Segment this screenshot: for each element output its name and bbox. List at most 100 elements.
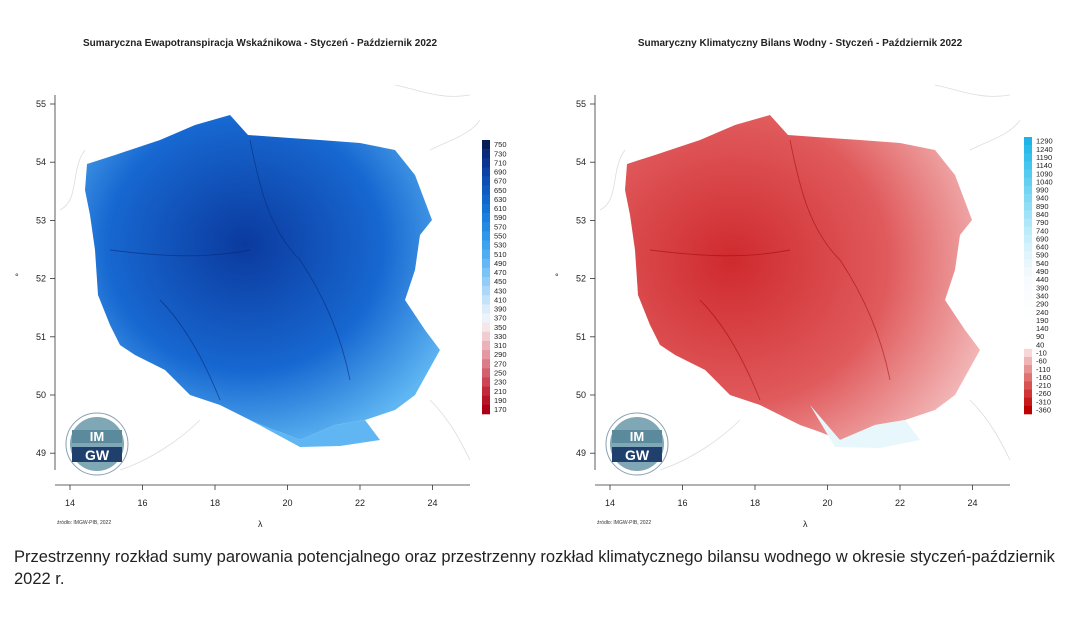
legend-swatch [1024,283,1032,293]
legend-swatch [1024,153,1032,162]
legend-label: 740 [1036,226,1049,235]
y-axis-ticks: 55 54 53 52 51 50 49 [36,99,55,458]
legend-swatch [482,203,490,214]
legend-label: -110 [1036,365,1050,374]
axes [54,95,470,486]
y-tick-label: 51 [576,332,586,342]
legend-swatch [1024,275,1032,284]
neighbour-borders [59,84,481,471]
legend-label: 370 [494,314,507,323]
legend-label: 490 [1036,267,1049,276]
legend-swatch [1024,267,1032,276]
mountains-region [810,405,920,448]
y-tick-label: 50 [36,390,46,400]
legend-label: 540 [1036,259,1049,268]
legend-swatch [482,140,490,150]
legend-label: 310 [494,341,507,350]
map-plot: 55 54 53 52 51 50 49 14 16 18 20 22 24 ° λ 75073071… [15,84,507,529]
legend-label: 990 [1036,186,1049,195]
legend-label: 640 [1036,243,1049,252]
legend-swatch [482,240,490,250]
x-axis-ticks: 14 16 18 20 22 24 [65,485,438,508]
y-tick-label: 54 [576,157,586,167]
mountains-region [250,420,380,447]
legend-swatch [482,222,490,232]
legend-label: -60 [1036,357,1047,366]
y-tick-label: 55 [36,99,46,109]
legend-label: 650 [494,186,507,195]
legend-swatch [1024,397,1032,407]
legend-label: 710 [494,158,507,167]
legend-label: -10 [1036,348,1047,357]
x-tick-label: 24 [967,498,977,508]
legend-label: 730 [494,149,507,158]
source-footnote: źródło: IMGW-PIB, 2022 [57,520,111,526]
legend-swatch [1024,177,1032,187]
legend-label: 590 [1036,251,1049,260]
y-tick-label: 50 [576,390,586,400]
legend-label: 330 [494,332,507,341]
legend-swatch [482,258,490,269]
imgw-logo: IM GW [65,412,129,476]
legend-label: 390 [1036,283,1049,292]
poland-region [85,115,440,440]
legend-swatch [1024,356,1032,366]
rivers [109,139,351,401]
legend-swatch [1024,251,1032,260]
legend-label: 440 [1036,275,1049,284]
source-footnote: źródło: IMGW-PIB, 2022 [597,520,651,526]
axes [594,95,1010,486]
legend-swatch [1024,340,1032,350]
y-axis-ticks: 55 54 53 52 51 50 49 [576,99,595,458]
legend-label: 430 [494,286,507,295]
legend-label: 410 [494,295,507,304]
legend-label: -360 [1036,406,1051,415]
map-title: Sumaryczna Ewapotranspiracja Wskaźnikowa… [82,38,438,49]
legend-label: 1040 [1036,177,1053,186]
legend-label: 510 [494,250,507,259]
map-title: Sumaryczny Klimatyczny Bilans Wodny - St… [637,38,963,49]
legend-label: 630 [494,195,507,204]
y-tick-label: 55 [576,99,586,109]
legend-swatch [482,340,490,351]
legend-label: 1140 [1036,161,1052,170]
y-tick-label: 52 [576,274,586,284]
legend-swatch [1024,316,1032,325]
legend-swatch [482,213,490,223]
legend-swatch [1024,169,1032,179]
legend-swatch [482,158,490,168]
legend-swatch [482,377,490,387]
legend-label: 290 [1036,300,1049,309]
legend-swatch [1024,373,1032,382]
legend-swatch [1024,218,1032,227]
legend-swatch [482,350,490,360]
x-tick-label: 16 [677,498,687,508]
legend-label: 470 [494,268,507,277]
legend-label: 590 [494,213,507,222]
legend-label: 1090 [1036,169,1053,178]
y-tick-label: 52 [36,274,46,284]
legend-swatch [1024,259,1032,268]
legend-swatch [1024,389,1032,399]
legend-label: 190 [494,396,507,405]
legend-swatch [482,149,490,159]
legend-swatch [482,277,490,287]
x-tick-label: 14 [65,498,75,508]
legend-label: 240 [1036,308,1049,317]
legend-label: 290 [494,350,507,359]
legend-swatch [1024,308,1032,317]
logo-text-top: IM [630,429,644,444]
legend-swatch [482,176,490,186]
legend-swatch [1024,234,1032,244]
color-legend: 1290124011901140109010409909408908407907… [1024,137,1053,415]
legend-label: 270 [494,359,507,368]
legend-label: 1190 [1036,153,1052,162]
legend-swatch [1024,348,1032,358]
legend-label: 750 [494,140,507,149]
map-plot: 55 54 53 52 51 50 49 14 16 18 20 22 24 ° λ 12901240… [555,84,1053,529]
legend-label: 690 [1036,234,1049,243]
legend-swatch [1024,185,1032,195]
legend-swatch [1024,405,1032,415]
legend-swatch [1024,226,1032,236]
logo-text-bottom: GW [625,447,650,463]
